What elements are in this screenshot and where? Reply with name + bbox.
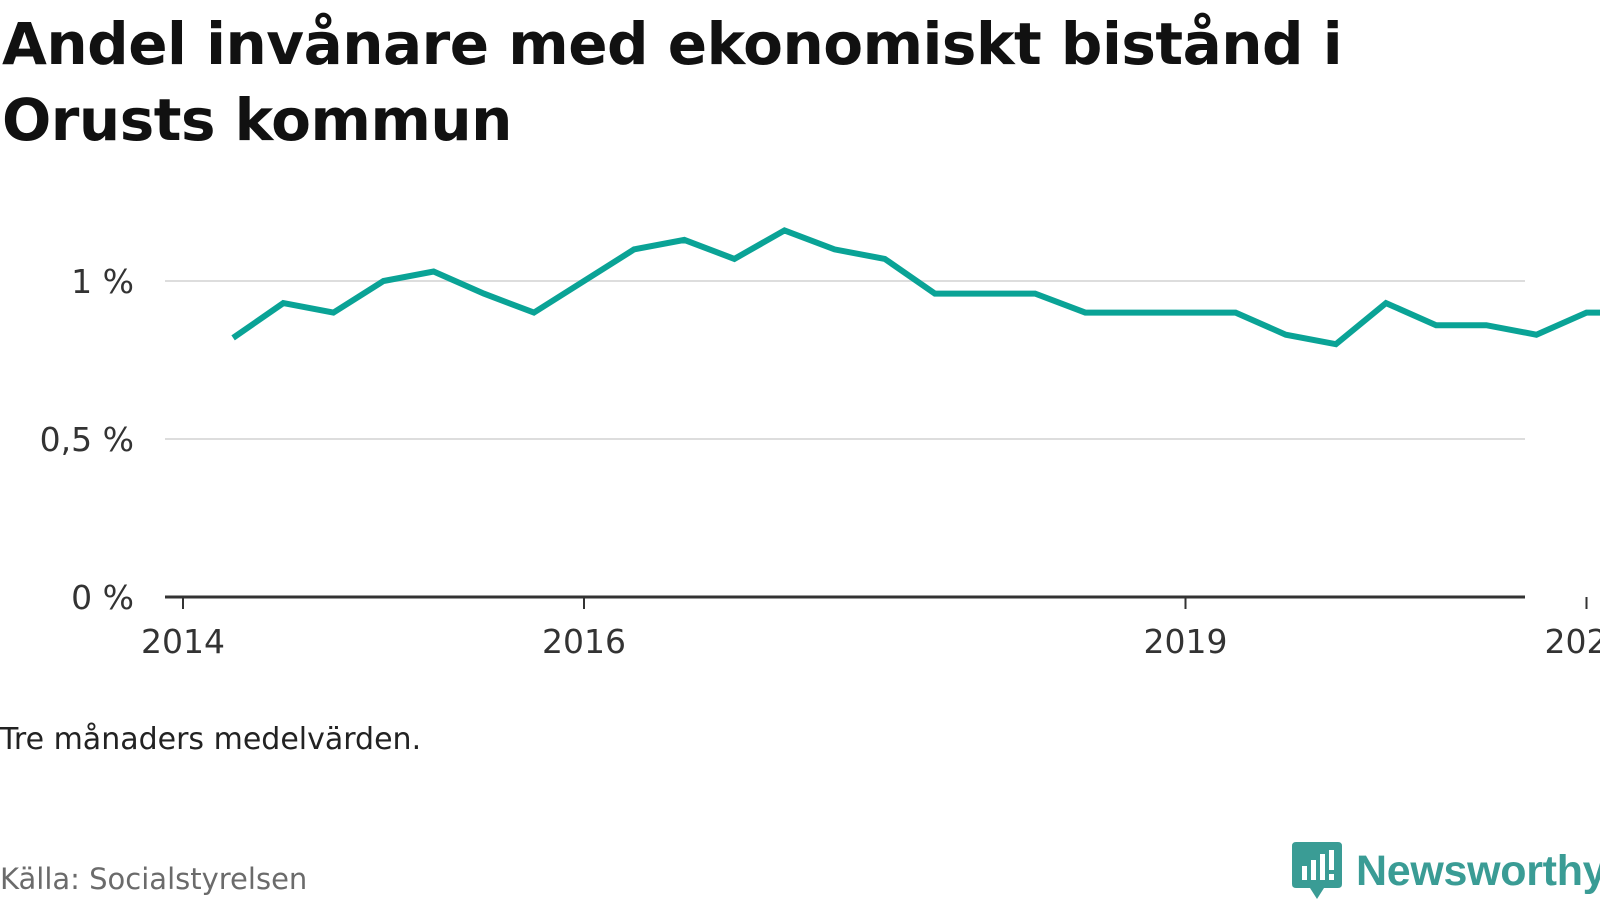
source-text: Källa: Socialstyrelsen: [0, 862, 308, 896]
y-tick-label: 0,5 %: [40, 420, 134, 459]
x-axis: 20142016201920212023: [141, 595, 1600, 661]
x-tick-label: 2019: [1144, 622, 1228, 661]
series-line: [231, 227, 1600, 348]
chart-note: Tre månaders medelvärden.: [0, 722, 422, 757]
x-tick-label: 2021: [1545, 622, 1600, 661]
y-tick-label: 1 %: [71, 262, 134, 301]
newsworthy-logo-icon: [1292, 842, 1342, 899]
line-chart: 20142016201920212023 0 %0,5 %1 %: [40, 227, 1600, 661]
newsworthy-logo: Newsworthy: [1292, 842, 1600, 900]
y-axis-labels: 0 % 0,5 % 1 %: [40, 262, 134, 617]
x-tick-label: 2016: [542, 622, 626, 661]
series-layer: [231, 227, 1600, 348]
gridlines: [165, 280, 1525, 440]
x-tick-label: 2014: [141, 622, 225, 661]
y-tick-label: 0 %: [71, 578, 134, 617]
brand-name: Newsworthy: [1356, 846, 1600, 895]
chart-title: Andel invånare med ekonomiskt bistånd i …: [2, 10, 1343, 154]
